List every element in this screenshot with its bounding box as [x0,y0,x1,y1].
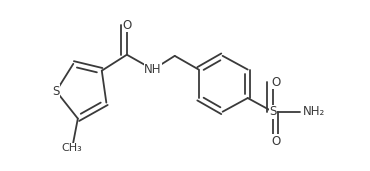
Text: O: O [272,76,281,89]
Text: CH₃: CH₃ [62,143,83,153]
Text: S: S [269,105,276,118]
Text: O: O [272,135,281,148]
Text: NH₂: NH₂ [302,105,324,118]
Text: NH: NH [144,63,162,76]
Text: O: O [122,19,131,32]
Text: S: S [53,85,60,98]
